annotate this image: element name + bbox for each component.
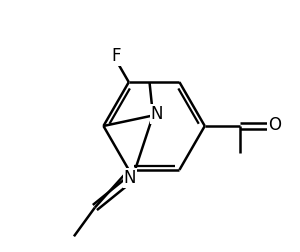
Text: F: F [112,47,121,65]
Text: N: N [151,105,164,123]
Text: O: O [268,116,281,134]
Text: N: N [124,169,136,187]
